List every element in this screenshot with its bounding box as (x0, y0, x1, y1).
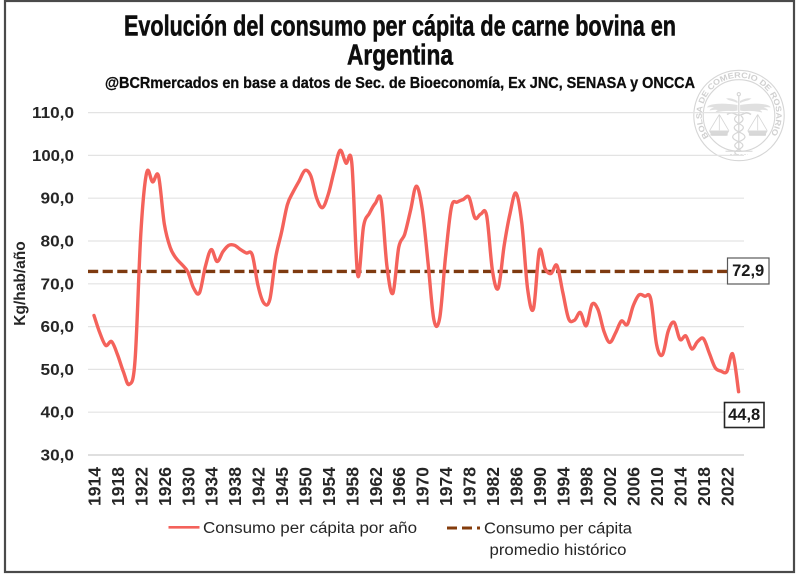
svg-text:44,8: 44,8 (728, 406, 760, 424)
svg-text:1982: 1982 (483, 467, 503, 506)
svg-text:Evolución del consumo per cápi: Evolución del consumo per cápita de carn… (124, 11, 676, 43)
svg-text:1986: 1986 (506, 467, 526, 506)
svg-text:2002: 2002 (600, 467, 620, 506)
svg-text:2010: 2010 (647, 467, 667, 506)
svg-text:1978: 1978 (460, 467, 480, 506)
svg-text:Kg/hab/año: Kg/hab/año (12, 241, 29, 325)
svg-text:1970: 1970 (413, 467, 433, 506)
svg-text:30,0: 30,0 (41, 448, 75, 465)
svg-text:2018: 2018 (694, 467, 714, 506)
svg-text:1994: 1994 (553, 467, 573, 506)
svg-text:1918: 1918 (108, 467, 128, 506)
svg-text:50,0: 50,0 (41, 362, 75, 379)
svg-text:Argentina: Argentina (347, 40, 454, 72)
svg-text:110,0: 110,0 (32, 105, 74, 122)
svg-text:1974: 1974 (436, 467, 456, 506)
svg-text:1966: 1966 (389, 467, 409, 506)
svg-text:Consumo per cápita: Consumo per cápita (484, 521, 632, 538)
svg-text:1942: 1942 (249, 467, 269, 506)
svg-text:2006: 2006 (624, 467, 644, 506)
svg-text:90,0: 90,0 (41, 191, 75, 208)
svg-text:2022: 2022 (717, 467, 737, 506)
svg-text:40,0: 40,0 (41, 405, 75, 422)
svg-text:100,0: 100,0 (32, 148, 74, 165)
svg-text:1954: 1954 (319, 467, 339, 506)
svg-text:promedio histórico: promedio histórico (490, 542, 627, 559)
svg-text:1958: 1958 (342, 467, 362, 506)
svg-text:2014: 2014 (671, 467, 691, 506)
svg-text:72,9: 72,9 (732, 262, 764, 280)
svg-text:1922: 1922 (131, 467, 151, 506)
svg-text:@BCRmercados en base a datos d: @BCRmercados en base a datos de Sec. de … (105, 75, 695, 92)
svg-text:1930: 1930 (178, 467, 198, 506)
svg-text:1938: 1938 (225, 467, 245, 506)
svg-text:60,0: 60,0 (41, 319, 75, 336)
svg-text:1998: 1998 (577, 467, 597, 506)
svg-text:70,0: 70,0 (41, 276, 75, 293)
svg-text:1945: 1945 (272, 467, 292, 506)
svg-text:1914: 1914 (85, 467, 105, 506)
svg-text:1950: 1950 (296, 467, 316, 506)
svg-text:1934: 1934 (202, 467, 222, 506)
svg-text:1962: 1962 (366, 467, 386, 506)
svg-text:Consumo per cápita por año: Consumo per cápita por año (203, 520, 417, 537)
svg-text:1926: 1926 (155, 467, 175, 506)
svg-text:1990: 1990 (530, 467, 550, 506)
svg-text:80,0: 80,0 (41, 234, 75, 251)
